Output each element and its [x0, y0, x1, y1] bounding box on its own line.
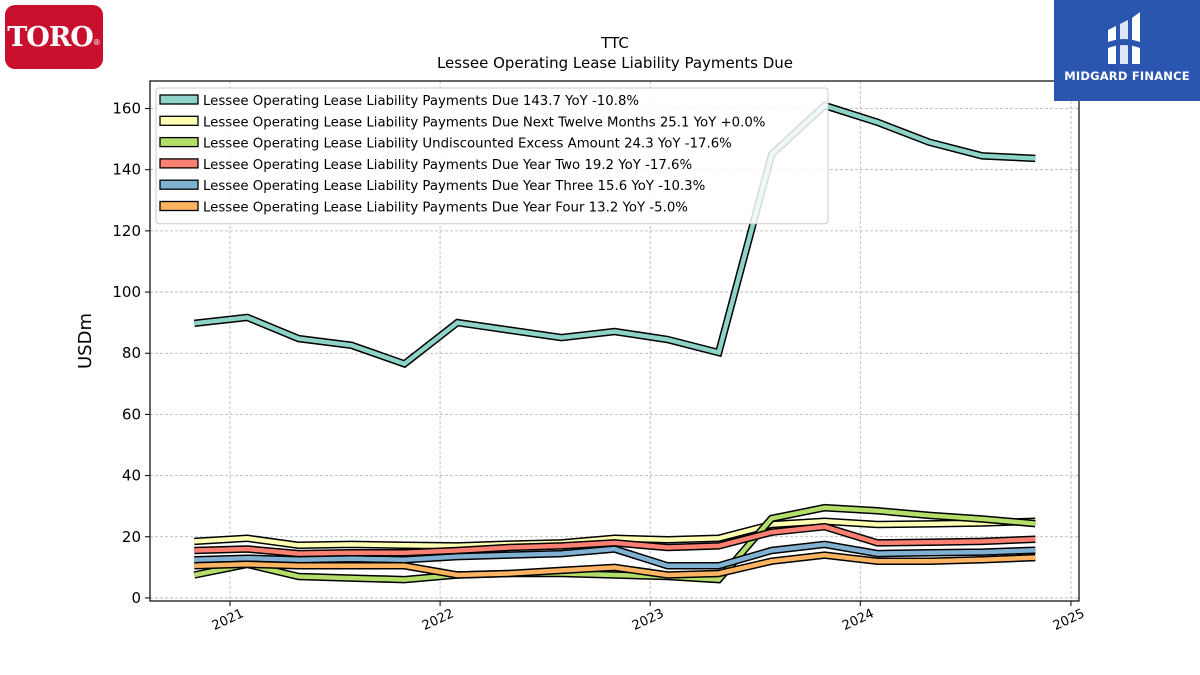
series-6 — [194, 551, 1036, 579]
x-tick-label: 2025 — [1051, 606, 1087, 634]
legend-entry: Lessee Operating Lease Liability Payment… — [203, 179, 705, 194]
y-tick-label: 160 — [112, 100, 141, 118]
legend-entry: Lessee Operating Lease Liability Undisco… — [203, 137, 732, 152]
y-axis-label: USDm — [75, 313, 96, 369]
legend-swatch — [159, 158, 199, 169]
chart-title: TTC — [600, 34, 629, 52]
y-tick-label: 80 — [122, 344, 141, 362]
series-3 — [193, 503, 1036, 584]
legend-swatch — [159, 200, 199, 212]
legend-box — [155, 87, 829, 225]
series-1 — [193, 101, 1036, 369]
x-tick-label: 2022 — [420, 606, 456, 634]
legend: Lessee Operating Lease Liability Payment… — [155, 87, 829, 225]
legend-swatch — [159, 94, 199, 105]
series-line — [194, 542, 1036, 569]
midgard-logo-text: MIDGARD FINANCE — [1064, 69, 1190, 83]
series-line — [194, 518, 1036, 549]
y-tick-label: 120 — [112, 222, 141, 240]
series-line — [194, 552, 1036, 578]
y-tick-label: 0 — [131, 589, 141, 607]
legend-swatch — [159, 179, 199, 190]
legend-entry: Lessee Operating Lease Liability Payment… — [203, 94, 639, 109]
legend-entry: Lessee Operating Lease Liability Payment… — [203, 201, 688, 216]
x-tick-label: 2021 — [210, 606, 246, 634]
midgard-mark-icon — [1108, 12, 1140, 64]
legend-swatch — [159, 136, 199, 148]
series-line — [194, 102, 1036, 367]
y-tick-label: 40 — [122, 467, 141, 485]
axes: 0 20 40 60 80 100 120 140 160 2021 2022 2023 2024 202… — [112, 100, 1087, 634]
y-tick-label: 140 — [112, 161, 141, 179]
toro-logo-text: TORO — [7, 21, 94, 53]
series-5 — [194, 540, 1036, 570]
legend-entry: Lessee Operating Lease Liability Payment… — [203, 115, 765, 130]
toro-logo: TORO ® — [5, 5, 103, 69]
midgard-finance-logo: MIDGARD FINANCE — [1054, 0, 1200, 101]
series-4 — [194, 522, 1036, 558]
series-lines — [193, 101, 1036, 584]
legend-swatch — [159, 115, 199, 126]
chart-subtitle: Lessee Operating Lease Liability Payment… — [437, 54, 793, 72]
x-tick-label: 2023 — [630, 606, 666, 634]
toro-registered-mark: ® — [92, 37, 101, 47]
plot-frame — [149, 80, 1080, 602]
y-tick-label: 60 — [122, 405, 141, 423]
series-line — [193, 505, 1036, 582]
legend-entry: Lessee Operating Lease Liability Payment… — [203, 158, 692, 173]
y-tick-label: 100 — [112, 283, 141, 301]
x-tick-label: 2024 — [840, 606, 876, 634]
y-tick-label: 20 — [122, 528, 141, 546]
series-2 — [194, 517, 1036, 550]
series-line — [194, 524, 1036, 556]
